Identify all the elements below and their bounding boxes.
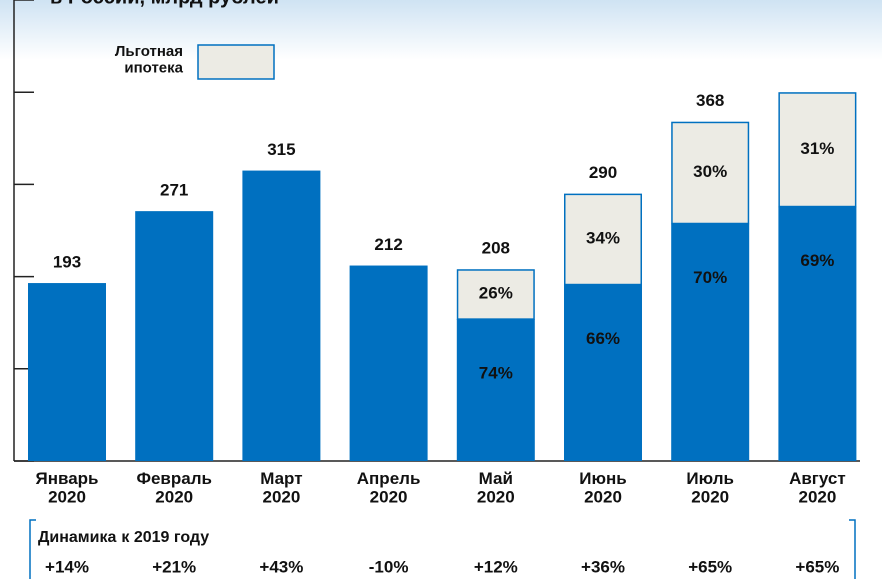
chart: в России, млрд рублей 193 Январь2020 +14% 2… bbox=[0, 0, 882, 579]
change-label: +65% bbox=[795, 557, 839, 576]
dynamics-label: Динамика bbox=[38, 529, 116, 546]
change-label: -10% bbox=[369, 557, 409, 576]
bar-segment bbox=[671, 223, 749, 461]
chart-title: в России, млрд рублей bbox=[50, 0, 279, 8]
bar-segment bbox=[564, 285, 642, 461]
segment-label: 74% bbox=[479, 364, 513, 383]
legend-swatch bbox=[198, 45, 274, 79]
segment-label: 26% bbox=[479, 284, 513, 303]
value-label: 193 bbox=[53, 253, 81, 272]
bar-segment bbox=[778, 207, 856, 461]
change-label: +12% bbox=[474, 557, 518, 576]
value-label: 290 bbox=[589, 163, 617, 182]
segment-label: 30% bbox=[693, 162, 727, 181]
bar bbox=[350, 266, 428, 461]
value-label: 368 bbox=[696, 91, 724, 110]
change-label: +21% bbox=[152, 557, 196, 576]
bar bbox=[135, 211, 213, 461]
segment-label: 69% bbox=[800, 251, 834, 270]
value-label: 315 bbox=[267, 140, 295, 159]
change-label: +14% bbox=[45, 557, 89, 576]
change-label: +65% bbox=[688, 557, 732, 576]
bar bbox=[28, 283, 106, 461]
value-label: 271 bbox=[160, 181, 188, 200]
dynamics-sublabel: к 2019 году bbox=[121, 529, 209, 546]
segment-label: 70% bbox=[693, 268, 727, 287]
segment-label: 31% bbox=[800, 139, 834, 158]
bar bbox=[242, 171, 320, 461]
change-label: +36% bbox=[581, 557, 625, 576]
segment-label: 34% bbox=[586, 229, 620, 248]
value-label: 208 bbox=[482, 239, 510, 258]
value-label: 212 bbox=[374, 235, 402, 254]
page: в России, млрд рублей 193 Январь2020 +14% 2… bbox=[0, 0, 882, 579]
segment-label: 66% bbox=[586, 329, 620, 348]
bar-segment bbox=[457, 319, 535, 461]
change-label: +43% bbox=[259, 557, 303, 576]
